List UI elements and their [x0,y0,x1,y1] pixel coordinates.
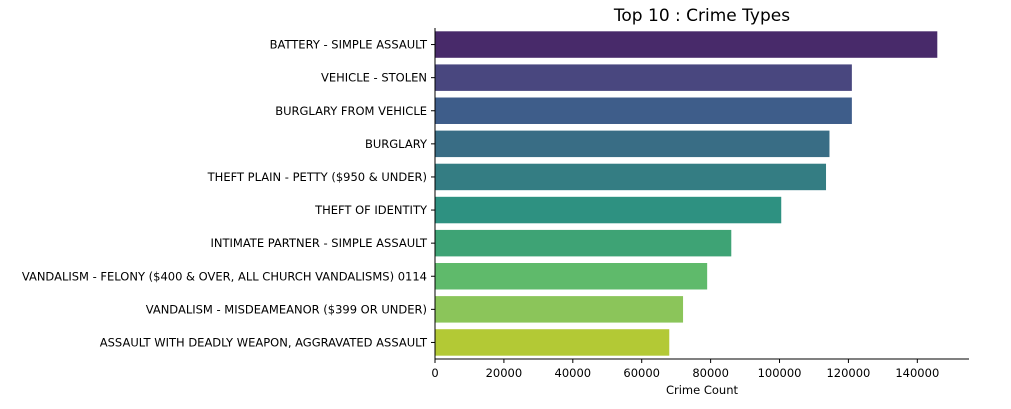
bar [435,296,684,323]
bar [435,229,732,257]
chart-title: Top 10 : Crime Types [613,6,790,26]
category-label: BATTERY - SIMPLE ASSAULT [270,38,428,52]
category-labels: BATTERY - SIMPLE ASSAULT VEHICLE - STOLEN… [22,38,435,349]
bar [435,163,827,191]
x-tick-label: 0 [431,366,438,380]
category-label: BURGLARY FROM VEHICLE [275,104,427,118]
x-tick-label: 40000 [555,366,592,380]
bar [435,196,782,224]
x-tick-label: 20000 [486,366,523,380]
category-label: ASSAULT WITH DEADLY WEAPON, AGGRAVATED A… [100,335,428,349]
x-tick-label: 60000 [623,366,660,380]
category-label: THEFT PLAIN - PETTY ($950 & UNDER) [207,170,427,184]
category-label: VANDALISM - FELONY ($400 & OVER, ALL CHU… [22,269,427,283]
x-axis-title: Crime Count [666,383,739,397]
bar [435,31,938,58]
bar [435,97,852,124]
x-tick-label: 100000 [758,366,802,380]
category-label: VEHICLE - STOLEN [321,71,427,85]
bar [435,64,852,91]
x-tick-label: 80000 [692,366,729,380]
bar [435,130,830,158]
category-label: INTIMATE PARTNER - SIMPLE ASSAULT [210,236,427,250]
bars-group [435,31,938,356]
bar [435,329,670,356]
category-label: VANDALISM - MISDEAMEANOR ($399 OR UNDER) [146,302,427,316]
category-label: BURGLARY [365,137,428,151]
x-tick-label: 140000 [895,366,939,380]
x-axis-ticks: 0 20000 40000 60000 80000 100000 120000 140000 [431,359,939,380]
category-label: THEFT OF IDENTITY [314,203,428,217]
bar [435,263,708,290]
x-tick-label: 120000 [826,366,870,380]
